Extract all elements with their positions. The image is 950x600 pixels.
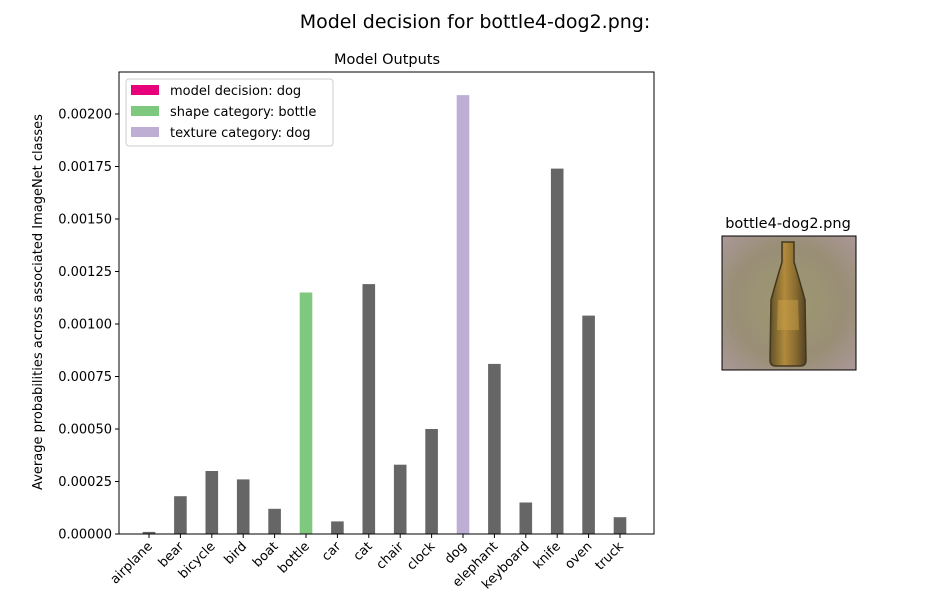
bar-airplane — [142, 531, 156, 534]
chart-title: Model Outputs — [334, 52, 440, 68]
y-ticks-group: 0.00000 0.00025 0.00050 0.00075 0.00100 0.001… — [58, 108, 119, 543]
x-tick-label-oven: oven — [562, 539, 595, 572]
bar-bird — [236, 479, 250, 534]
bar-dog — [456, 95, 470, 534]
bar-car — [331, 521, 344, 534]
bar-clock — [425, 429, 438, 534]
image-title: bottle4-dog2.png — [725, 216, 851, 232]
x-tick-label-airplane: airplane — [108, 539, 156, 587]
y-tick-label: 0.00050 — [58, 423, 112, 438]
plot-frame — [118, 71, 655, 535]
legend-label: texture category: dog — [170, 126, 311, 141]
legend-swatch — [131, 127, 159, 137]
legend-swatch — [131, 85, 159, 95]
bar-cat — [362, 284, 376, 534]
x-tick-label-bottle: bottle — [275, 539, 312, 576]
x-tick-label-car: car — [319, 539, 345, 565]
bar-keyboard — [519, 502, 533, 534]
y-tick-label: 0.00075 — [58, 370, 112, 385]
y-axis-label: Average probabilities across associated … — [31, 114, 46, 490]
bar-boat — [268, 508, 281, 534]
legend-box — [125, 78, 334, 147]
bar-knife — [550, 168, 564, 534]
bar-bicycle — [205, 471, 219, 534]
legend-swatch — [131, 106, 159, 116]
bar-truck — [613, 517, 627, 534]
x-tick-label-chair: chair — [374, 539, 408, 573]
x-tick-label-bird: bird — [222, 539, 250, 567]
legend-label: model decision: dog — [170, 84, 301, 99]
bar-chair — [393, 464, 407, 534]
y-tick-label: 0.00125 — [58, 265, 112, 280]
y-tick-label: 0.00175 — [58, 160, 112, 175]
legend-label: shape category: bottle — [170, 105, 316, 120]
x-tick-label-knife: knife — [531, 539, 564, 572]
legend: model decision: dog shape category: bottl… — [125, 78, 334, 147]
x-tick-label-clock: clock — [404, 539, 439, 574]
figure-title: Model decision for bottle4-dog2.png: — [300, 11, 651, 33]
bar-bear — [174, 496, 187, 534]
bar-bottle — [299, 292, 313, 534]
y-tick-label: 0.00200 — [58, 108, 112, 123]
x-tick-label-truck: truck — [593, 539, 628, 574]
y-tick-label: 0.00100 — [58, 318, 112, 333]
y-tick-label: 0.00025 — [58, 475, 112, 490]
y-tick-label: 0.00150 — [58, 213, 112, 228]
bar-elephant — [488, 363, 501, 534]
bar-oven — [582, 315, 595, 534]
bars-group — [142, 95, 627, 534]
x-tick-label-cat: cat — [351, 539, 376, 564]
y-tick-label: 0.00000 — [58, 528, 112, 543]
stimulus-image — [721, 235, 857, 371]
